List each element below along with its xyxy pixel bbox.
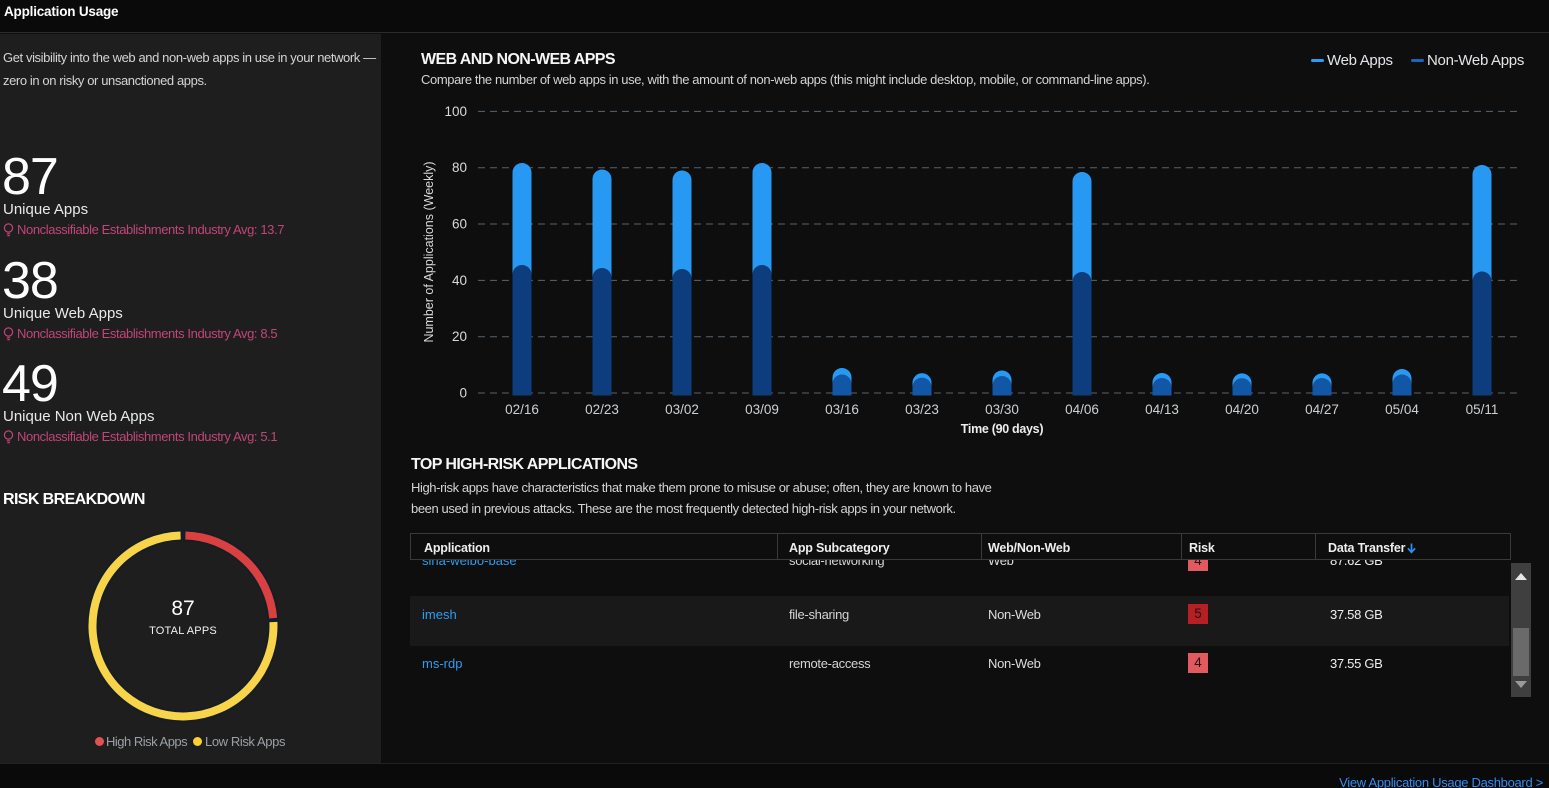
svg-text:04/13: 04/13 (1145, 402, 1179, 417)
svg-text:0: 0 (459, 386, 467, 401)
svg-text:04/20: 04/20 (1225, 402, 1259, 417)
svg-text:03/02: 03/02 (665, 402, 699, 417)
svg-text:60: 60 (452, 217, 467, 232)
svg-text:02/16: 02/16 (505, 402, 539, 417)
svg-text:20: 20 (452, 329, 467, 344)
svg-text:Number of Applications (Weekly: Number of Applications (Weekly) (422, 161, 436, 342)
svg-text:03/30: 03/30 (985, 402, 1019, 417)
svg-text:03/23: 03/23 (905, 402, 939, 417)
svg-text:04/06: 04/06 (1065, 402, 1099, 417)
svg-text:80: 80 (452, 160, 467, 175)
svg-text:40: 40 (452, 273, 467, 288)
svg-text:05/04: 05/04 (1385, 402, 1419, 417)
svg-text:05/11: 05/11 (1466, 402, 1499, 417)
svg-text:100: 100 (444, 104, 467, 119)
svg-text:03/09: 03/09 (745, 402, 779, 417)
svg-text:Time (90 days): Time (90 days) (961, 422, 1044, 436)
svg-text:04/27: 04/27 (1305, 402, 1339, 417)
svg-text:03/16: 03/16 (825, 402, 859, 417)
svg-text:02/23: 02/23 (585, 402, 619, 417)
